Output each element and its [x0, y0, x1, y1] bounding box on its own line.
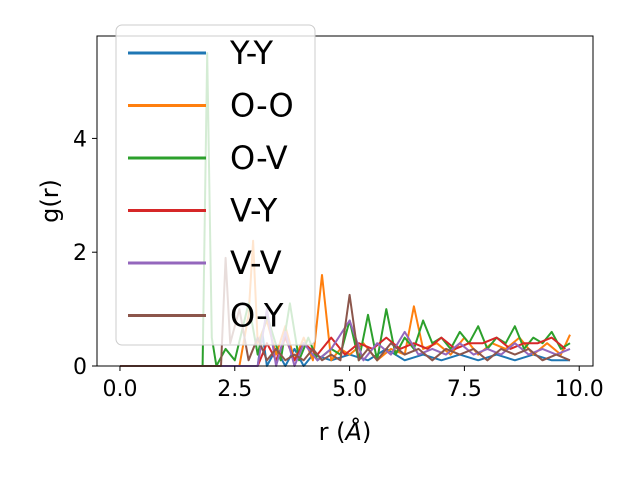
x-tick-label: 7.5: [447, 377, 482, 402]
axis-ticks: 0.0 2.5 5.0 7.5 10.0 0 2 4: [73, 127, 604, 402]
legend-label-o-o: O-O: [230, 87, 294, 125]
plot-area-frame: [96, 35, 594, 367]
y-axis-label: g(r): [36, 179, 64, 223]
legend-label-v-y: V-Y: [230, 192, 278, 230]
x-tick-label: 10.0: [555, 377, 604, 402]
legend-label-y-y: Y-Y: [229, 34, 274, 72]
y-tick-label: 4: [73, 127, 87, 152]
x-tick-label: 2.5: [217, 377, 252, 402]
legend-label-v-v: V-V: [230, 244, 282, 282]
x-tick-label: 0.0: [102, 377, 137, 402]
y-tick-label: 0: [73, 355, 87, 380]
y-tick-label: 2: [73, 241, 87, 266]
legend-label-o-v: O-V: [230, 139, 288, 177]
series-line-o-y: [120, 256, 571, 367]
x-tick-label: 5.0: [332, 377, 367, 402]
legend-box: [115, 24, 316, 346]
legend-label-o-y: O-Y: [230, 297, 284, 335]
x-axis-label: r (Å): [319, 417, 372, 446]
legend: Y-Y O-O O-V V-Y V-V O-Y: [115, 24, 316, 346]
